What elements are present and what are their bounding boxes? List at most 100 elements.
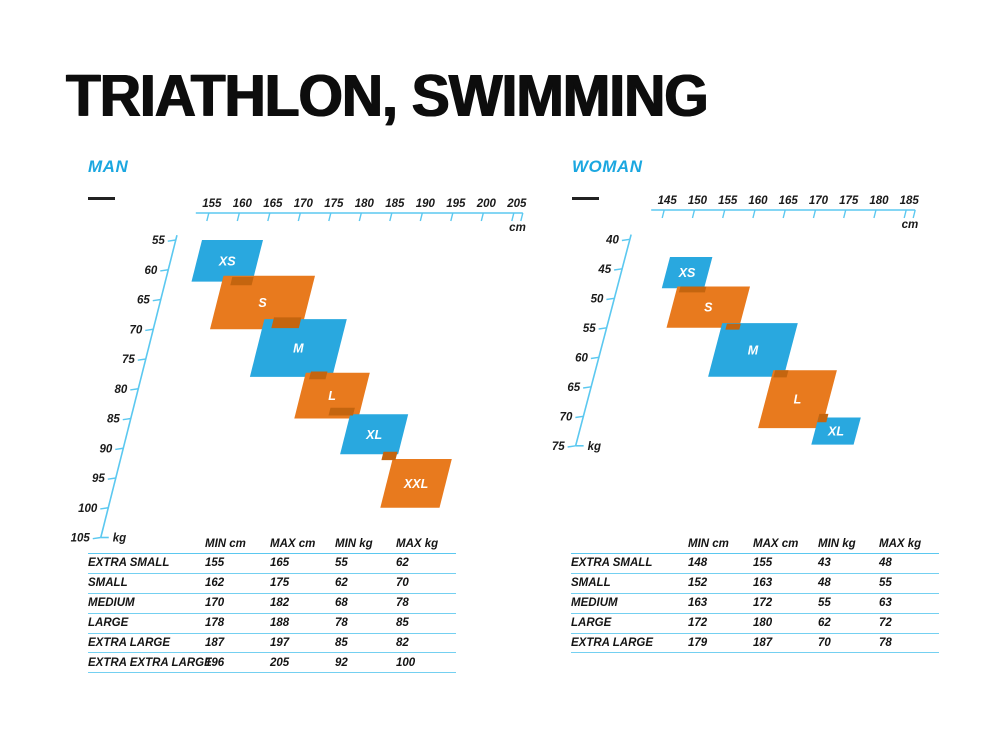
woman-kg-tick <box>606 297 615 301</box>
man-cm-tick-label: 155 <box>202 198 222 210</box>
man-size-value: 162 <box>205 577 225 590</box>
man-cm-tick-label: 195 <box>446 198 466 210</box>
woman-cm-tick <box>782 209 786 219</box>
man-table-header-row: MIN cm MAX cm MIN kg MAX kg <box>88 534 456 554</box>
woman-section-label: WOMAN <box>572 157 643 176</box>
man-size-label-xl: XL <box>365 428 382 442</box>
woman-table-column-header: MAX cm <box>753 537 799 550</box>
woman-section-dash <box>572 197 599 200</box>
man-size-value: 196 <box>205 656 225 669</box>
man-cm-unit-label: cm <box>509 222 526 234</box>
man-size-region-xs <box>191 240 263 282</box>
woman-kg-tick <box>590 356 599 360</box>
woman-cm-tick-label: 185 <box>900 195 920 207</box>
man-kg-tick-label: 105 <box>71 533 91 545</box>
man-kg-tick-label: 90 <box>99 443 112 455</box>
woman-kg-tick-label: 65 <box>567 382 580 394</box>
woman-overlap-patch <box>678 286 707 293</box>
woman-kg-tick-label: 40 <box>605 234 619 246</box>
man-size-value: 92 <box>335 656 348 669</box>
man-cm-tick <box>297 212 301 222</box>
woman-cm-tick <box>752 209 756 219</box>
woman-size-label-xs: XS <box>678 266 696 280</box>
man-kg-tick <box>115 447 124 451</box>
woman-size-name: EXTRA SMALL <box>571 557 653 570</box>
woman-kg-tick <box>567 445 576 448</box>
woman-size-value: 163 <box>753 577 773 590</box>
man-table-column-header: MAX kg <box>396 537 439 550</box>
woman-cm-tick-label: 155 <box>718 195 738 207</box>
man-cm-tick-label: 205 <box>506 198 527 210</box>
man-cm-tick <box>206 212 210 222</box>
man-size-region-s <box>210 275 315 330</box>
size-charts-layer: 155 160 165 170 175 180 185 190 195 200 205 cm 55 60 6… <box>71 195 920 545</box>
man-cm-tick-label: 170 <box>294 198 314 210</box>
man-section-label: MAN <box>88 157 129 176</box>
woman-cm-tick-label: 150 <box>688 195 708 207</box>
woman-size-value: 172 <box>688 617 708 630</box>
woman-kg-tick-label: 55 <box>583 323 596 335</box>
woman-size-value: 55 <box>818 597 831 610</box>
woman-kg-tick-label: 70 <box>560 411 573 423</box>
man-cm-tick <box>450 212 454 222</box>
woman-kg-tick-label: 75 <box>552 441 565 453</box>
man-size-name: EXTRA EXTRA LARGE <box>88 656 212 669</box>
woman-size-value: 55 <box>879 577 892 590</box>
woman-table-header-row: MIN cm MAX cm MIN kg MAX kg <box>571 534 939 554</box>
man-kg-tick-label: 70 <box>129 324 142 336</box>
man-cm-tick <box>236 212 240 222</box>
woman-size-value: 163 <box>688 597 708 610</box>
man-size-label-l: L <box>328 389 336 403</box>
woman-kg-tick <box>598 327 607 330</box>
man-section-dash <box>88 197 115 200</box>
woman-kg-tick <box>614 268 623 271</box>
man-table-row: EXTRA LARGE 187 197 85 82 <box>88 634 456 654</box>
woman-size-name: EXTRA LARGE <box>571 637 653 649</box>
woman-kg-unit-label: kg <box>588 441 601 453</box>
man-kg-tick <box>100 507 109 510</box>
woman-size-label-xl: XL <box>827 425 844 439</box>
man-overlap-patch <box>381 451 398 461</box>
man-kg-tick-label: 85 <box>107 414 120 426</box>
man-kg-unit-label: kg <box>113 533 126 545</box>
man-size-name: LARGE <box>88 617 129 630</box>
man-size-value: 62 <box>396 557 409 570</box>
woman-size-value: 78 <box>879 637 892 649</box>
man-overlap-patch <box>328 407 355 416</box>
man-kg-tick-label: 75 <box>122 354 135 366</box>
man-size-name: EXTRA SMALL <box>88 557 170 570</box>
woman-size-region-s <box>666 286 750 328</box>
page-title: TRIATHLON, SWIMMING <box>66 63 709 130</box>
man-kg-axis <box>99 235 178 538</box>
man-size-value: 170 <box>205 597 225 610</box>
woman-cm-tick <box>691 209 696 219</box>
man-cm-tick-label: 200 <box>476 198 497 210</box>
woman-kg-axis <box>574 234 632 447</box>
woman-size-value: 72 <box>879 617 892 630</box>
man-kg-tick <box>145 328 154 332</box>
man-size-value: 82 <box>396 637 409 649</box>
man-kg-tick-label: 100 <box>78 503 98 515</box>
woman-cm-tick-label: 170 <box>809 195 829 207</box>
man-size-value: 188 <box>270 617 290 630</box>
man-kg-tick <box>92 536 101 540</box>
man-cm-tick <box>511 212 515 222</box>
man-size-value: 205 <box>270 656 290 669</box>
woman-kg-tick-label: 60 <box>575 352 588 364</box>
woman-size-region-m <box>708 323 798 377</box>
man-size-value: 55 <box>335 557 348 570</box>
man-kg-tick-label: 60 <box>144 265 157 277</box>
man-table-row: LARGE 178 188 78 85 <box>88 614 456 634</box>
man-size-name: SMALL <box>88 577 128 590</box>
woman-size-label-m: M <box>748 343 759 357</box>
woman-cm-tick <box>812 209 817 219</box>
man-kg-tick <box>160 269 169 272</box>
woman-size-value: 70 <box>818 637 831 649</box>
man-kg-tick-label: 65 <box>137 295 150 307</box>
woman-cm-tick-label: 180 <box>869 195 889 207</box>
man-size-region-xxl <box>380 459 452 508</box>
woman-kg-tick <box>583 386 592 389</box>
woman-table-row: EXTRA SMALL 148 155 43 48 <box>571 554 939 574</box>
man-size-value: 175 <box>270 577 290 590</box>
man-size-value: 68 <box>335 597 348 610</box>
